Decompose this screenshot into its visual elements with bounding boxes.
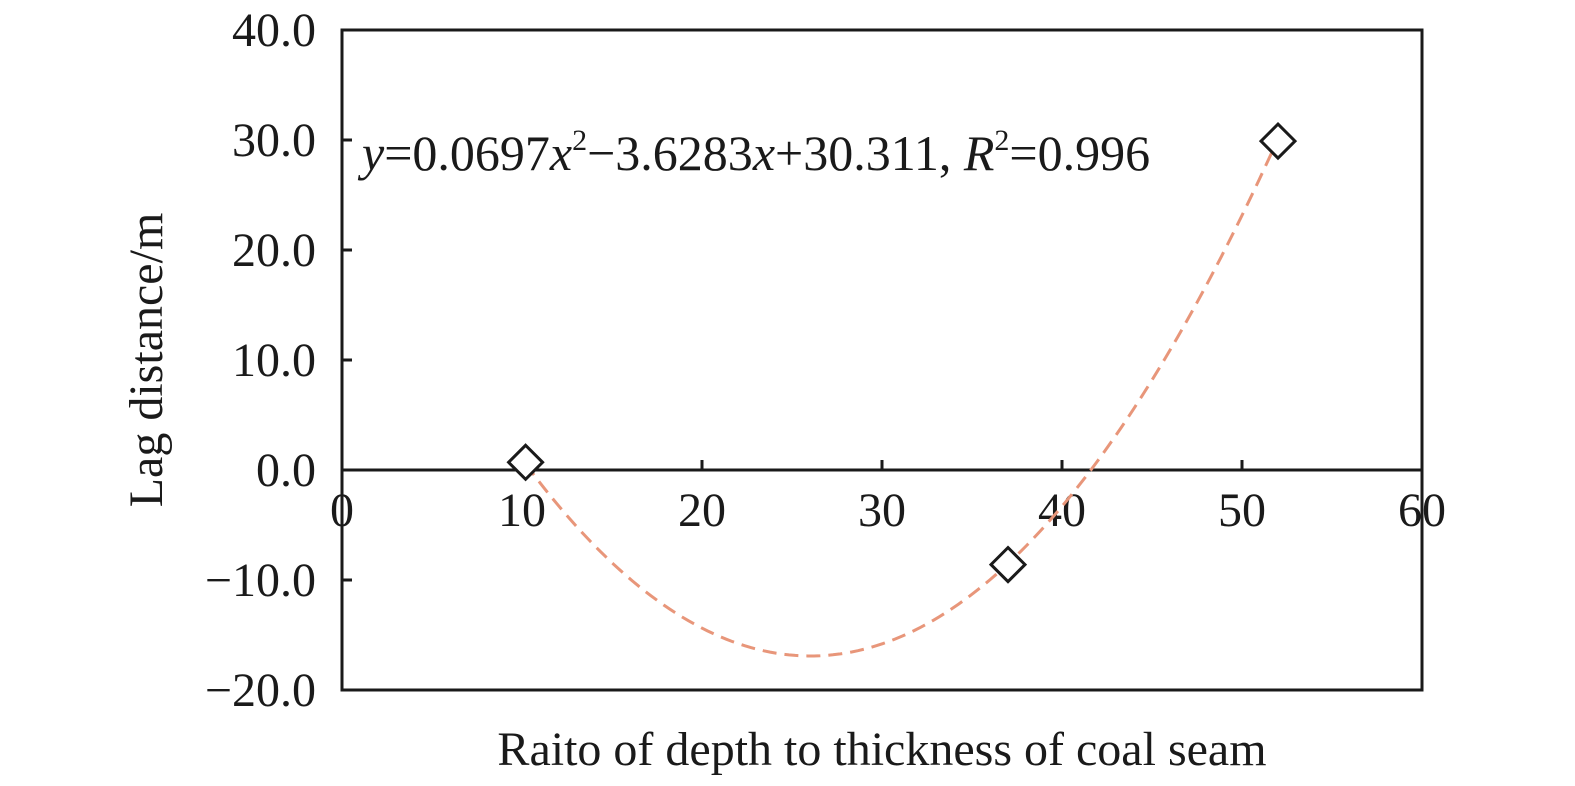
x-tick-label: 10 [498, 484, 546, 537]
y-axis-title: Lag distance/m [120, 213, 173, 508]
trendline [524, 138, 1280, 658]
x-tick-label: 20 [678, 484, 726, 537]
eq-exponent-1: 2 [572, 124, 587, 157]
x-axis-tick-labels: 0 10 20 30 40 50 60 [330, 484, 1446, 537]
eq-exponent-2: 2 [994, 124, 1009, 157]
eq-y-var: y [357, 125, 385, 181]
eq-x-var-2: x [752, 125, 775, 181]
y-axis-tick-labels: 40.0 30.0 20.0 10.0 0.0 −10.0 −20.0 [205, 4, 316, 717]
eq-part-4: =0.996 [1009, 125, 1150, 181]
eq-x-var-1: x [549, 125, 572, 181]
eq-part-3: +30.311, [775, 125, 964, 181]
x-tick-label: 60 [1398, 484, 1446, 537]
x-axis-title: Raito of depth to thickness of coal seam [497, 723, 1266, 776]
x-tick-label: 30 [858, 484, 906, 537]
data-markers [506, 121, 1298, 584]
x-tick-label: 0 [330, 484, 354, 537]
data-point-diamond [988, 545, 1028, 584]
eq-part-1: =0.0697 [384, 125, 550, 181]
y-tick-label: 30.0 [232, 114, 316, 167]
y-tick-label: 40.0 [232, 4, 316, 57]
data-point-diamond [506, 443, 545, 482]
eq-r-var: R [963, 125, 995, 181]
y-axis-ticks [342, 28, 352, 692]
y-tick-label: 0.0 [256, 444, 316, 497]
y-tick-label: −20.0 [205, 664, 316, 717]
trendline-equation: y=0.0697x2−3.6283x+30.311, R2=0.996 [357, 124, 1150, 181]
data-point-diamond [1258, 121, 1298, 161]
y-tick-label: −10.0 [205, 554, 316, 607]
x-tick-label: 40 [1038, 484, 1086, 537]
y-tick-label: 10.0 [232, 334, 316, 387]
x-tick-label: 50 [1218, 484, 1266, 537]
eq-part-2: −3.6283 [587, 125, 753, 181]
y-tick-label: 20.0 [232, 224, 316, 277]
